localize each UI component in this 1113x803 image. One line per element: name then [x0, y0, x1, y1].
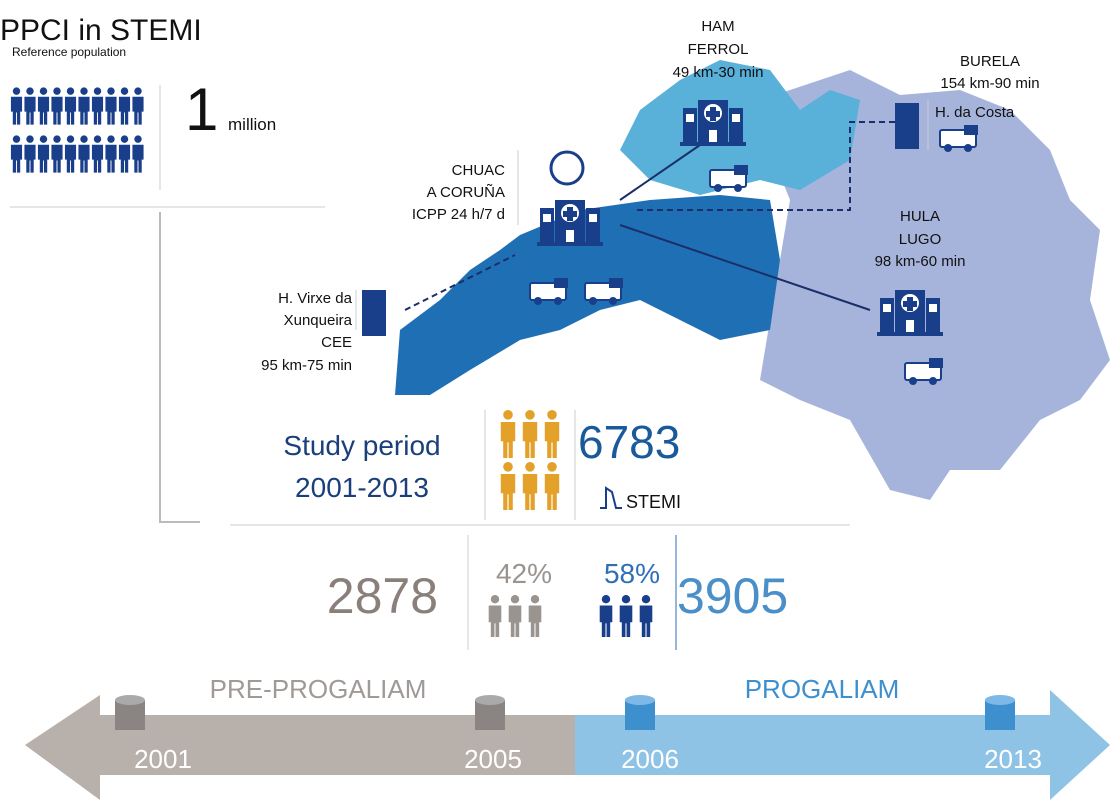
hospital-text: HAM — [701, 18, 734, 35]
person-icon — [522, 410, 538, 458]
person-icon — [500, 462, 516, 510]
hospital-text: 95 km-75 min — [261, 357, 352, 374]
person-icon — [522, 462, 538, 510]
hospital-text: FERROL — [688, 41, 749, 58]
study-label: Study period — [283, 430, 440, 461]
post-count: 3905 — [677, 568, 788, 624]
person-icon — [619, 595, 633, 637]
year-label: 2005 — [464, 744, 522, 774]
population-unit: million — [228, 115, 276, 134]
lugo-region — [760, 70, 1110, 500]
person-icon — [599, 595, 613, 637]
person-icon — [118, 135, 131, 173]
dividers — [10, 85, 929, 650]
year-label: 2006 — [621, 744, 679, 774]
study-total-label: STEMI — [626, 492, 681, 512]
person-icon — [78, 135, 90, 173]
person-icon — [24, 135, 36, 173]
hospital-text: 98 km-60 min — [875, 253, 966, 270]
person-icon — [528, 595, 542, 637]
person-icon — [105, 135, 117, 173]
hospital-text: A CORUÑA — [427, 184, 505, 201]
hospital-text: CHUAC — [452, 162, 506, 179]
hospital-text: H. da Costa — [935, 104, 1015, 121]
year-label: 2013 — [984, 744, 1042, 774]
person-icon — [10, 87, 23, 125]
person-icon — [24, 87, 36, 125]
person-icon — [64, 135, 77, 173]
person-icon — [639, 595, 653, 637]
person-icon — [78, 87, 90, 125]
pre-percent: 42% — [496, 558, 552, 589]
title: PPCI in STEMI — [0, 14, 202, 47]
hospital-text: H. Virxe da — [278, 290, 353, 307]
year-label: 2001 — [134, 744, 192, 774]
pre-label: PRE-PROGALIAM — [210, 674, 427, 704]
person-icon — [488, 595, 502, 637]
post-label: PROGALIAM — [745, 674, 900, 704]
person-icon — [105, 87, 117, 125]
timeline-markers — [115, 695, 1015, 730]
population-number: 1 — [185, 76, 218, 143]
pre-arrow — [25, 695, 575, 800]
hospital-text: 49 km-30 min — [673, 64, 764, 81]
hospital-text: 154 km-90 min — [940, 75, 1039, 92]
subtitle: Reference population — [12, 45, 126, 59]
hospital-text: BURELA — [960, 53, 1020, 70]
post-percent: 58% — [604, 558, 660, 589]
hospital-text: ICPP 24 h/7 d — [412, 206, 505, 223]
person-icon — [91, 135, 104, 173]
person-icon — [37, 87, 50, 125]
person-icon — [132, 135, 144, 173]
person-icon — [544, 410, 560, 458]
person-icon — [544, 462, 560, 510]
person-icon — [37, 135, 50, 173]
person-icon — [500, 410, 516, 458]
study-total: 6783 — [578, 416, 680, 468]
hospital-text: CEE — [321, 334, 352, 351]
route-arrows — [404, 121, 895, 311]
pre-count: 2878 — [327, 568, 438, 624]
post-arrow — [575, 690, 1110, 800]
person-icon — [51, 135, 63, 173]
person-icon — [508, 595, 522, 637]
person-icon — [91, 87, 104, 125]
study-years: 2001-2013 — [295, 472, 429, 503]
ecg-icon — [600, 486, 622, 509]
hospital-text: LUGO — [899, 231, 942, 248]
hospital-text: Xunqueira — [284, 312, 353, 329]
person-icon — [118, 87, 131, 125]
hospital-icons — [362, 100, 943, 336]
person-icon — [64, 87, 77, 125]
person-icon — [51, 87, 63, 125]
person-icon — [10, 135, 23, 173]
person-icon — [132, 87, 144, 125]
hospital-text: HULA — [900, 208, 940, 225]
